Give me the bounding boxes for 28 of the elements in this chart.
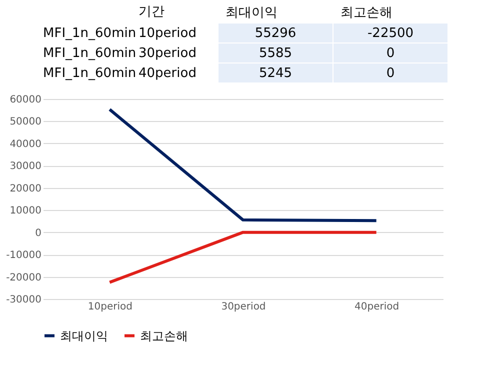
x-tick-label: 30period xyxy=(221,302,266,312)
legend-label: 최대이익 xyxy=(60,328,108,343)
x-axis-title: 기간 xyxy=(138,4,164,20)
y-tick-label: -30000 xyxy=(6,294,42,306)
y-tick-label: 60000 xyxy=(10,94,42,106)
y-tick-label: 10period xyxy=(138,26,196,41)
data-label: -22500 xyxy=(367,26,414,41)
data-label: 5245 xyxy=(258,66,292,81)
data-label: 0 xyxy=(386,46,395,61)
y-tick-label: 30period xyxy=(138,46,196,61)
y-tick-label: 40000 xyxy=(10,138,42,150)
y-tick-label: 10000 xyxy=(10,206,42,217)
y-tick-label: 40period xyxy=(138,66,196,81)
y-tick-label: 20000 xyxy=(10,183,42,194)
y-tick-label: -10000 xyxy=(6,250,42,262)
x-tick-label: 10period xyxy=(88,302,132,312)
text: MFI_1n_60min xyxy=(43,46,136,61)
data-label: 5585 xyxy=(258,46,292,61)
text: MFI_1n_60min xyxy=(43,26,136,41)
y-tick-label: 0 xyxy=(35,228,42,239)
x-tick-label: 40period xyxy=(354,302,400,312)
legend-label: 최고손해 xyxy=(140,328,188,343)
text: MFI_1n_60min xyxy=(43,66,136,81)
y-tick-label: 50000 xyxy=(10,116,42,128)
y-tick-label: -20000 xyxy=(6,272,42,284)
data-label: 0 xyxy=(386,66,395,81)
y-tick-label: 30000 xyxy=(10,161,42,172)
data-label: 55296 xyxy=(254,26,296,41)
